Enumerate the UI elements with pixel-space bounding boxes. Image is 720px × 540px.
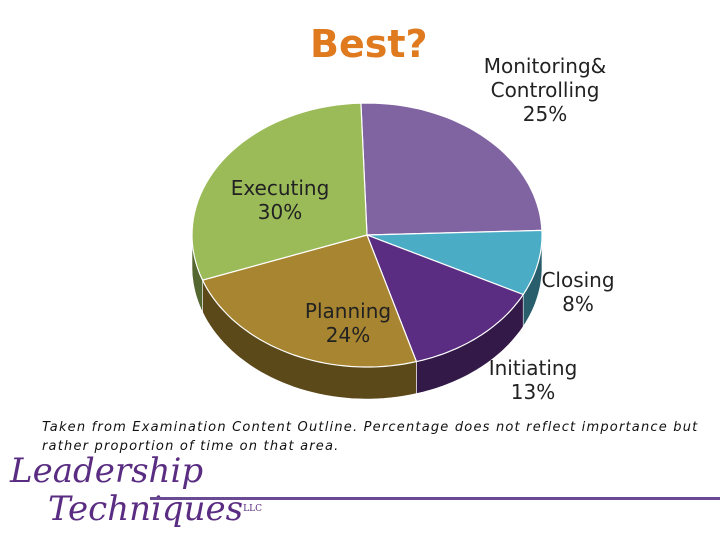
data-label: Closing 8% (508, 268, 648, 316)
footnote: Taken from Examination Content Outline. … (42, 420, 699, 454)
logo-text: Techniques (48, 489, 244, 529)
category-label: Executing (230, 176, 330, 200)
category-label: Closing (541, 268, 615, 292)
logo-line: TechniquesLLC (10, 490, 262, 528)
category-label: Initiating (488, 356, 578, 380)
slice (191, 102, 368, 281)
logo: Leadership TechniquesLLC (10, 452, 262, 528)
data-label: Executing 30% (210, 176, 350, 224)
data-label: Monitoring& Controlling 25% (475, 54, 615, 126)
value-label: 30% (257, 200, 303, 224)
data-label: Planning 24% (278, 299, 418, 347)
slice (366, 229, 543, 296)
category-label: Monitoring& Controlling (483, 54, 607, 102)
value-label: 25% (522, 102, 568, 126)
logo-suffix: LLC (243, 504, 262, 514)
slice (360, 102, 543, 236)
slide-title: Best? (310, 22, 428, 66)
category-label: Planning (304, 299, 392, 323)
slice (201, 234, 418, 368)
value-label: 13% (510, 380, 556, 404)
data-label: Initiating 13% (463, 356, 603, 404)
logo-line: Leadership (10, 451, 204, 491)
value-label: 24% (325, 323, 371, 347)
slice (365, 233, 525, 363)
divider (150, 497, 720, 500)
value-label: 8% (562, 292, 594, 316)
